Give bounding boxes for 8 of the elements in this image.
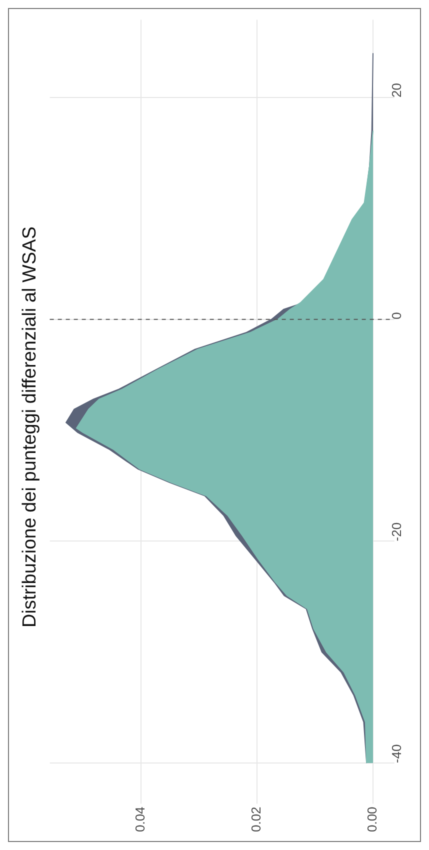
x-tick-label: 0.02 xyxy=(248,806,264,832)
y-tick-label: -40 xyxy=(388,744,404,764)
y-tick-label: -20 xyxy=(388,522,404,542)
text: Distribuzione dei punteggi differenziali al WSAS xyxy=(20,226,41,628)
y-tick-label: 20 xyxy=(388,82,404,98)
y-tick-label: 0 xyxy=(388,312,404,320)
x-tick-label: 0.04 xyxy=(132,806,148,832)
x-tick-label: 0.00 xyxy=(364,806,380,832)
